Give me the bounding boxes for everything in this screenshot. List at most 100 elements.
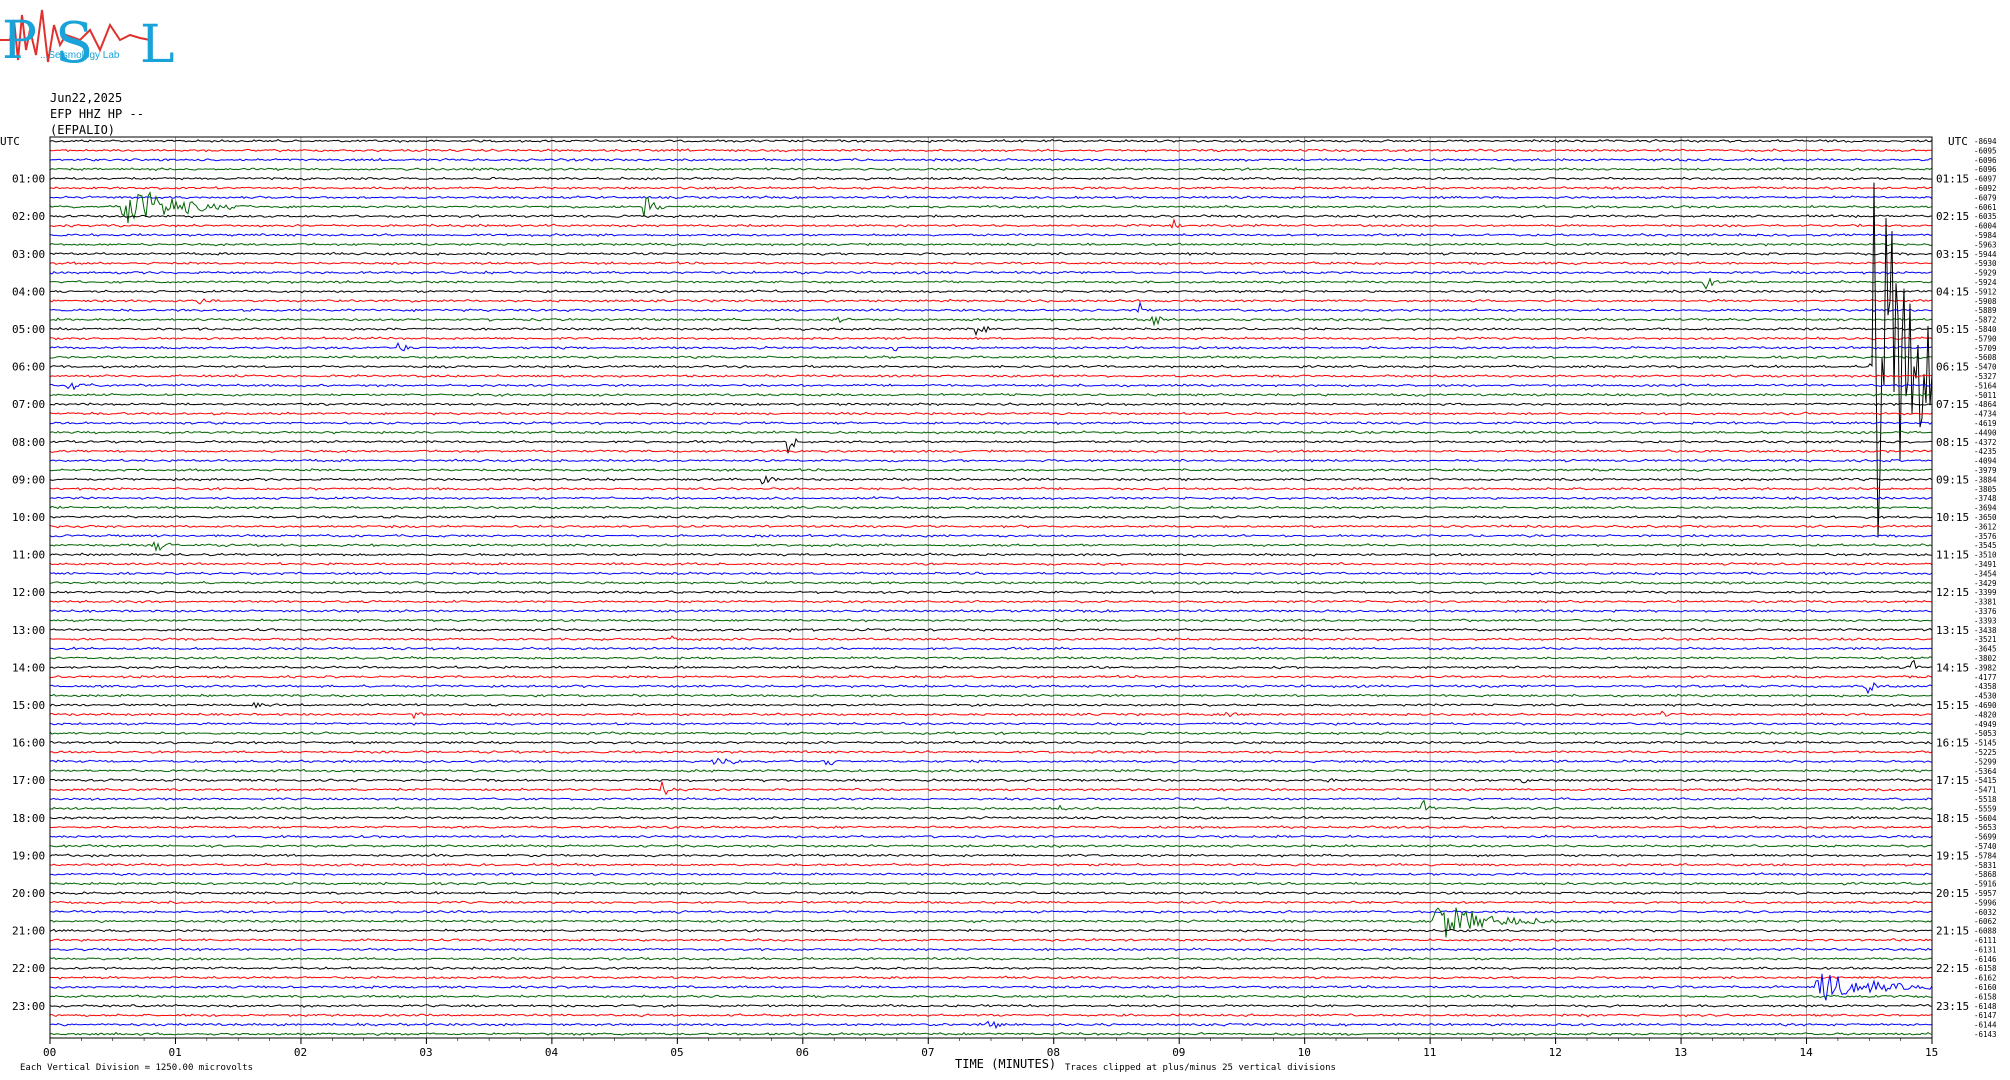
seismic-trace [49, 580, 1933, 585]
trace-offset-label: -3429 [1974, 579, 1997, 588]
seismic-trace [49, 843, 1933, 849]
trace-offset-label: -3399 [1974, 588, 1997, 597]
trace-offset-label: -5415 [1974, 776, 1997, 785]
seismic-trace [49, 627, 1933, 633]
right-hour-label: 06:15 [1936, 361, 1969, 374]
seismic-trace [49, 590, 1933, 595]
seismic-trace [49, 994, 1933, 999]
trace-offset-label: -3381 [1974, 598, 1997, 607]
seismic-trace [49, 270, 1933, 275]
right-hour-label: 07:15 [1936, 398, 1969, 411]
seismic-trace [49, 618, 1933, 623]
trace-offset-label: -5053 [1974, 729, 1997, 738]
seismic-trace [49, 214, 1933, 219]
right-hour-label: 03:15 [1936, 248, 1969, 261]
seismic-trace [49, 571, 1933, 576]
seismic-trace [49, 524, 1933, 529]
trace-offset-label: -5164 [1974, 381, 1997, 390]
left-hour-label: 16:00 [12, 737, 45, 750]
right-hour-label: 23:15 [1936, 1000, 1969, 1013]
logo-letter-p: P [2, 11, 37, 71]
trace-offset-label: -5790 [1974, 334, 1997, 343]
trace-offset-label: -5840 [1974, 325, 1997, 334]
trace-offset-label: -6061 [1974, 203, 1997, 212]
seismic-trace [49, 355, 1933, 360]
station-name: (EFPALIO) [50, 123, 116, 137]
left-hour-label: 01:00 [12, 173, 45, 186]
trace-offset-label: -6032 [1974, 908, 1997, 917]
trace-offset-label: -5889 [1974, 306, 1997, 315]
trace-offset-label: -5784 [1974, 851, 1997, 860]
trace-offset-label: -3438 [1974, 626, 1997, 635]
x-tick-label: 13 [1674, 1046, 1687, 1059]
seismic-trace [49, 541, 1933, 553]
seismic-trace [49, 176, 1933, 181]
left-hour-label: 21:00 [12, 925, 45, 938]
trace-offset-label: -5908 [1974, 297, 1997, 306]
seismic-trace [49, 185, 1933, 191]
seismic-trace [49, 138, 1933, 144]
left-hour-label: 09:00 [12, 473, 45, 486]
right-hour-label: 20:15 [1936, 887, 1969, 900]
right-hour-label: 10:15 [1936, 511, 1969, 524]
seismic-trace [49, 674, 1933, 679]
trace-offset-label: -3694 [1974, 504, 1997, 513]
seismic-trace [49, 646, 1933, 651]
trace-offset-label: -5299 [1974, 757, 1997, 766]
seismic-trace [49, 966, 1933, 971]
seismic-trace [49, 402, 1933, 407]
trace-offset-label: -5011 [1974, 391, 1997, 400]
left-hour-label: 18:00 [12, 812, 45, 825]
seismic-trace [50, 437, 1933, 454]
seismic-trace [49, 853, 1933, 858]
seismic-trace [49, 182, 1933, 538]
seismic-trace [49, 608, 1933, 614]
trace-offset-label: -6097 [1974, 175, 1997, 184]
trace-offset-label: -3576 [1974, 532, 1997, 541]
trace-offset-label: -5929 [1974, 269, 1997, 278]
right-axis-title: UTC [1948, 135, 1968, 148]
left-hour-label: 08:00 [12, 436, 45, 449]
seismic-trace [49, 659, 1932, 670]
right-hour-label: 14:15 [1936, 661, 1969, 674]
seismic-trace [49, 430, 1932, 435]
x-tick-label: 12 [1549, 1046, 1562, 1059]
trace-offset-label: -5984 [1974, 231, 1997, 240]
trace-offset-label: -6062 [1974, 917, 1997, 926]
seismic-trace [49, 552, 1932, 557]
logo-letter-l: L [140, 15, 175, 75]
trace-offset-label: -3521 [1974, 635, 1997, 644]
seismic-trace [49, 561, 1933, 566]
trace-offset-label: -4530 [1974, 692, 1997, 701]
left-hour-label: 07:00 [12, 398, 45, 411]
trace-offset-label: -4490 [1974, 428, 1997, 437]
trace-offset-label: -4372 [1974, 438, 1997, 447]
trace-offset-label: -6162 [1974, 974, 1997, 983]
trace-offset-label: -6148 [1974, 1002, 1997, 1011]
trace-offset-label: -3979 [1974, 466, 1997, 475]
seismic-trace [49, 799, 1933, 811]
seismic-trace [49, 1020, 1933, 1030]
trace-offset-label: -6131 [1974, 945, 1997, 954]
x-tick-label: 09 [1172, 1046, 1185, 1059]
trace-offset-label: -6143 [1974, 1030, 1997, 1039]
trace-offset-label: -5364 [1974, 767, 1997, 776]
trace-offset-label: -6096 [1974, 165, 1997, 174]
seismic-trace [49, 693, 1933, 698]
seismic-trace [49, 251, 1933, 256]
x-tick-label: 04 [545, 1046, 559, 1059]
trace-offset-label: -5868 [1974, 870, 1997, 879]
x-tick-label: 00 [43, 1046, 56, 1059]
logo-subtitle: ...Seismology Lab [40, 50, 120, 61]
left-hour-label: 22:00 [12, 962, 45, 975]
trace-offset-label: -6158 [1974, 964, 1997, 973]
seismic-trace [49, 1031, 1933, 1037]
seismic-trace [49, 242, 1933, 247]
record-date: Jun22,2025 [50, 91, 123, 105]
seismic-trace [49, 217, 1933, 229]
trace-offset-label: -5518 [1974, 795, 1997, 804]
seismic-trace [49, 167, 1933, 172]
trace-offset-label: -4358 [1974, 682, 1997, 691]
right-hour-label: 05:15 [1936, 323, 1969, 336]
seismic-trace [49, 947, 1933, 952]
